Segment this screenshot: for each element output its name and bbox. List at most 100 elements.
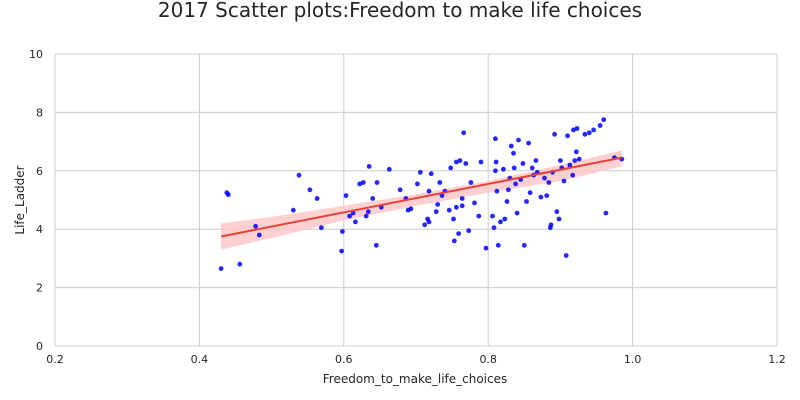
confidence-band-layer <box>221 150 622 250</box>
data-point <box>521 242 527 248</box>
y-tick-label: 2 <box>36 282 43 295</box>
data-point <box>218 266 224 271</box>
y-tick-label: 0 <box>36 340 43 353</box>
data-point <box>561 178 567 184</box>
tick-labels: 0.2 0.4 0.6 0.8 1.0 1.2 0 2 4 6 8 10 <box>29 48 786 366</box>
data-point <box>573 149 579 155</box>
data-point <box>563 253 569 258</box>
data-point <box>582 131 588 137</box>
y-tick-label: 8 <box>36 106 43 119</box>
data-point <box>574 126 580 131</box>
data-point <box>603 210 609 216</box>
data-point <box>476 213 482 219</box>
data-point <box>508 143 514 149</box>
data-point <box>225 192 231 198</box>
data-point <box>542 175 547 181</box>
x-tick-label: 1.2 <box>768 353 786 366</box>
data-point <box>527 190 533 196</box>
chart-title: 2017 Scatter plots:Freedom to make life … <box>158 0 642 22</box>
data-point <box>456 231 461 237</box>
x-tick-label: 0.4 <box>191 353 209 366</box>
data-point <box>350 210 356 216</box>
data-point <box>533 158 539 164</box>
data-point <box>571 127 576 133</box>
data-point <box>576 156 582 162</box>
data-point <box>516 137 521 143</box>
grid-lines <box>54 53 778 347</box>
data-point <box>365 209 371 215</box>
y-tick-label: 6 <box>36 165 43 178</box>
x-tick-label: 0.2 <box>46 353 64 366</box>
data-point <box>290 207 296 213</box>
data-point <box>493 136 498 142</box>
data-point <box>454 204 459 210</box>
data-point <box>433 209 439 215</box>
data-point <box>548 222 554 228</box>
data-point <box>597 123 603 128</box>
data-point <box>237 261 243 267</box>
data-point <box>493 159 499 165</box>
data-point <box>468 180 474 185</box>
data-point <box>495 242 501 248</box>
data-point <box>374 180 380 185</box>
data-point <box>451 216 456 222</box>
data-point <box>572 158 578 164</box>
data-point <box>544 193 550 199</box>
data-point <box>397 187 403 193</box>
data-point <box>490 213 495 219</box>
data-point <box>426 188 432 194</box>
data-point <box>524 199 529 204</box>
data-point <box>386 166 392 172</box>
y-tick-label: 10 <box>29 48 43 61</box>
data-point <box>529 165 535 171</box>
data-point <box>501 166 506 172</box>
data-point <box>437 180 443 185</box>
regression-line-layer <box>220 156 622 238</box>
data-point <box>363 213 369 219</box>
data-point <box>472 200 477 206</box>
data-point <box>451 238 457 244</box>
data-point <box>370 196 376 201</box>
data-point <box>538 194 544 200</box>
data-point <box>340 229 345 234</box>
data-point <box>514 210 520 216</box>
x-axis-label: Freedom_to_make_life_choices <box>323 372 508 386</box>
data-point <box>520 161 526 166</box>
data-point <box>459 196 465 201</box>
data-point <box>428 171 434 177</box>
data-point <box>601 117 607 123</box>
data-point <box>319 225 324 231</box>
data-point <box>357 181 363 187</box>
data-point <box>343 193 349 199</box>
data-point <box>366 164 372 169</box>
data-point <box>446 207 452 213</box>
data-point <box>526 140 531 146</box>
data-point <box>556 216 562 222</box>
data-point <box>504 199 510 204</box>
data-point <box>422 222 428 228</box>
data-point <box>554 209 560 215</box>
regression-line <box>220 156 622 238</box>
data-point <box>494 188 500 194</box>
data-point <box>459 203 465 209</box>
data-point <box>435 202 441 207</box>
data-point <box>591 127 596 133</box>
data-point <box>373 242 379 248</box>
data-point <box>511 165 517 171</box>
confidence-band <box>221 150 622 250</box>
data-point <box>415 181 420 187</box>
data-point <box>454 159 459 165</box>
data-point <box>314 196 320 201</box>
data-point <box>567 162 573 168</box>
data-point <box>511 150 516 156</box>
data-point <box>457 158 463 164</box>
data-point <box>552 131 557 137</box>
data-point <box>498 219 503 225</box>
data-point <box>478 159 484 165</box>
data-point <box>491 225 497 231</box>
data-point <box>296 172 302 178</box>
data-point <box>347 213 352 219</box>
x-tick-label: 1.0 <box>624 353 642 366</box>
data-point <box>565 133 570 139</box>
data-point <box>558 158 563 164</box>
